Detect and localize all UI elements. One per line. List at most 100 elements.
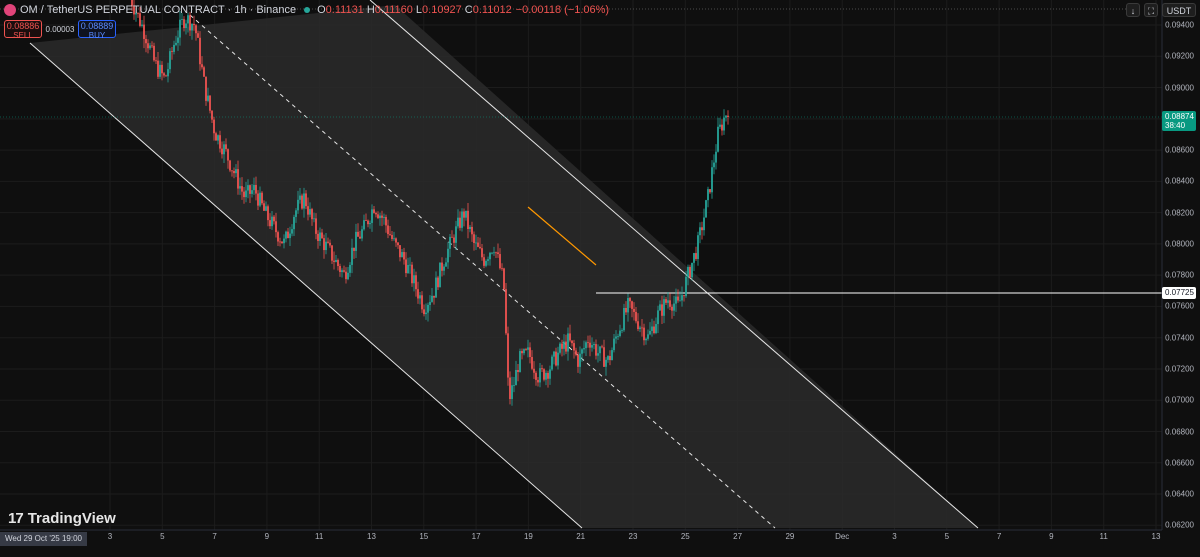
candle-body bbox=[401, 252, 403, 258]
candle-body bbox=[707, 189, 709, 201]
candle-body bbox=[651, 326, 653, 331]
candle-body bbox=[413, 275, 415, 284]
time-tick-label: 7 bbox=[996, 532, 1002, 541]
candle-body bbox=[383, 216, 385, 218]
candle-body bbox=[363, 220, 365, 230]
candle-body bbox=[671, 306, 673, 311]
candle-body bbox=[643, 327, 645, 341]
candle-body bbox=[265, 206, 267, 211]
candle-body bbox=[417, 289, 419, 299]
candle-body bbox=[585, 342, 587, 349]
candle-body bbox=[711, 167, 713, 193]
time-tick-label: 27 bbox=[733, 532, 743, 541]
candle-body bbox=[393, 238, 395, 240]
candle-body bbox=[245, 190, 247, 198]
candle-body bbox=[467, 210, 469, 230]
fullscreen-icon[interactable]: ⛶ bbox=[1144, 3, 1158, 17]
sell-label: SELL bbox=[13, 31, 33, 40]
candle-body bbox=[241, 186, 243, 192]
candle-body bbox=[227, 149, 229, 161]
candle-body bbox=[471, 226, 473, 235]
candle-body bbox=[617, 336, 619, 337]
candle-body bbox=[219, 135, 221, 149]
low-label: L bbox=[415, 4, 423, 16]
candle-body bbox=[533, 368, 535, 373]
candle-body bbox=[289, 233, 291, 239]
candle-body bbox=[371, 209, 373, 223]
candle-body bbox=[721, 124, 723, 131]
candle-body bbox=[195, 25, 197, 34]
candle-body bbox=[419, 295, 421, 299]
trend-annotation-line[interactable] bbox=[527, 206, 597, 266]
high-value: 0.11160 bbox=[374, 4, 413, 16]
candle-body bbox=[637, 321, 639, 330]
candle-body bbox=[257, 193, 259, 206]
scroll-down-icon[interactable]: ↓ bbox=[1126, 3, 1140, 17]
candle-body bbox=[549, 369, 551, 379]
candle-body bbox=[323, 238, 325, 251]
change-value: −0.00118 (−1.06%) bbox=[515, 4, 610, 16]
channel-upper-line[interactable] bbox=[369, 0, 979, 529]
tradingview-mark-icon: 17 bbox=[8, 510, 24, 527]
candle-body bbox=[309, 209, 311, 215]
time-tick-label: 19 bbox=[523, 532, 533, 541]
candle-body bbox=[423, 309, 425, 315]
candle-body bbox=[699, 227, 701, 236]
candle-body bbox=[333, 260, 335, 262]
candle-body bbox=[725, 115, 727, 118]
candle-body bbox=[189, 15, 191, 31]
candle-body bbox=[151, 45, 153, 47]
candle-body bbox=[379, 215, 381, 219]
candle-body bbox=[229, 160, 231, 171]
candle-body bbox=[345, 271, 347, 280]
candle-body bbox=[527, 347, 529, 350]
candle-body bbox=[513, 385, 515, 387]
candle-body bbox=[133, 6, 135, 15]
buy-price: 0.08889 bbox=[80, 21, 114, 31]
time-tick-label: 9 bbox=[1049, 532, 1054, 541]
candle-body bbox=[429, 301, 431, 305]
candle-body bbox=[285, 231, 287, 239]
sell-button[interactable]: 0.08886 SELL bbox=[4, 20, 42, 40]
open-value: 0.11131 bbox=[325, 4, 364, 16]
high-label: H bbox=[366, 4, 375, 16]
candle-body bbox=[595, 344, 597, 356]
tradingview-wordmark: TradingView bbox=[27, 510, 116, 527]
currency-selector[interactable]: USDT bbox=[1162, 3, 1196, 17]
price-tick-label: 0.07600 bbox=[1165, 301, 1194, 311]
candle-body bbox=[305, 193, 307, 207]
candle-body bbox=[645, 338, 647, 341]
channel-lower-line[interactable] bbox=[29, 42, 583, 529]
buy-button[interactable]: 0.08889 BUY bbox=[78, 20, 116, 40]
channel-mid-line[interactable] bbox=[189, 14, 776, 529]
candle-body bbox=[713, 162, 715, 168]
chart-header: OM / TetherUS PERPETUAL CONTRACT · 1h · … bbox=[4, 2, 609, 18]
time-tick-label: 25 bbox=[680, 532, 690, 541]
candle-body bbox=[179, 19, 181, 38]
candle-body bbox=[403, 252, 405, 260]
candle-body bbox=[715, 151, 717, 163]
candle-body bbox=[377, 214, 379, 219]
candle-body bbox=[709, 189, 711, 193]
candle-body bbox=[311, 209, 313, 220]
candle-body bbox=[281, 241, 283, 244]
symbol-title[interactable]: OM / TetherUS PERPETUAL CONTRACT · 1h · … bbox=[20, 4, 297, 16]
candle-body bbox=[463, 211, 465, 218]
candle-body bbox=[299, 195, 301, 200]
tradingview-logo[interactable]: 17 TradingView bbox=[8, 510, 116, 527]
candle-body bbox=[525, 349, 527, 350]
candle-body bbox=[515, 369, 517, 386]
candle-body bbox=[353, 247, 355, 251]
candle-body bbox=[411, 264, 413, 284]
candle-body bbox=[301, 195, 303, 209]
candle-body bbox=[609, 356, 611, 361]
candle-body bbox=[359, 236, 361, 239]
candle-body bbox=[487, 259, 489, 261]
sell-price: 0.08886 bbox=[6, 21, 40, 31]
candle-body bbox=[295, 210, 297, 217]
candle-body bbox=[445, 262, 447, 267]
candle-body bbox=[201, 64, 203, 68]
candle-body bbox=[139, 13, 141, 26]
candle-body bbox=[439, 262, 441, 288]
